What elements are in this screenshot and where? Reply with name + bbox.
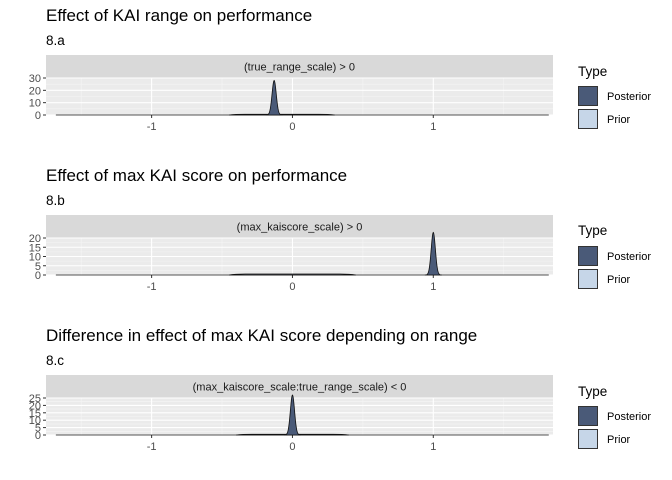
x-tick-label: 1 (430, 441, 436, 453)
legend-label-prior: Prior (607, 114, 631, 126)
posterior-density (265, 79, 283, 116)
legend-key-posterior (578, 406, 598, 426)
posterior-density (283, 394, 301, 436)
y-tick-label: 10 (29, 415, 41, 427)
x-tick-label: 1 (430, 281, 436, 293)
y-tick-label: 20 (29, 400, 41, 412)
x-tick-label: 0 (289, 441, 295, 453)
y-tick-label: 0 (35, 270, 41, 282)
x-tick-label: -1 (147, 281, 157, 293)
y-tick-label: 0 (35, 110, 41, 122)
chart-title: Difference in effect of max KAI score de… (46, 326, 478, 345)
legend-key-prior (578, 109, 598, 129)
y-tick-label: 0 (35, 430, 41, 442)
legend-title: Type (578, 223, 608, 238)
posterior-density (424, 231, 442, 276)
facet-strip (46, 215, 553, 238)
chart-panel-b: Effect of max KAI score on performance 8… (0, 160, 672, 320)
chart-subtitle: 8.a (46, 33, 65, 48)
legend-key-prior (578, 269, 598, 289)
y-tick-label: 30 (29, 73, 41, 85)
chart-subtitle: 8.b (46, 193, 65, 208)
y-tick-label: 15 (29, 242, 41, 254)
x-tick-label: -1 (147, 441, 157, 453)
legend-key-posterior (578, 86, 598, 106)
y-tick-label: 10 (29, 98, 41, 110)
y-tick-label: 5 (35, 261, 41, 273)
chart-panel-a: Effect of KAI range on performance 8.a (… (0, 0, 672, 160)
chart-subtitle: 8.c (46, 353, 65, 368)
legend-key-prior (578, 429, 598, 449)
facet-strip (46, 375, 553, 398)
y-tick-label: 20 (29, 85, 41, 97)
facet-label: (true_range_scale) > 0 (244, 62, 355, 74)
y-tick-label: 5 (35, 423, 41, 435)
facet-label: (max_kaiscore_scale) > 0 (237, 222, 363, 234)
legend-title: Type (578, 384, 608, 399)
y-tick-label: 25 (29, 393, 41, 405)
legend-key-posterior (578, 246, 598, 266)
legend-label-posterior: Posterior (607, 91, 652, 103)
legend-label-prior: Prior (607, 434, 631, 446)
chart-panel-c: Difference in effect of max KAI score de… (0, 320, 672, 480)
legend-title: Type (578, 64, 608, 79)
legend-label-posterior: Posterior (607, 411, 652, 423)
chart-title: Effect of max KAI score on performance (46, 166, 348, 185)
y-tick-label: 15 (29, 408, 41, 420)
legend-label-prior: Prior (607, 274, 631, 286)
facet-strip (46, 55, 553, 78)
x-tick-label: 1 (430, 121, 436, 133)
x-tick-label: -1 (147, 121, 157, 133)
x-tick-label: 0 (289, 121, 295, 133)
chart-title: Effect of KAI range on performance (46, 6, 313, 25)
legend-label-posterior: Posterior (607, 251, 652, 263)
y-tick-label: 10 (29, 252, 41, 264)
x-tick-label: 0 (289, 281, 295, 293)
facet-label: (max_kaiscore_scale:true_range_scale) < … (193, 382, 407, 394)
density-plot-c: (max_kaiscore_scale:true_range_scale) < … (29, 375, 553, 453)
y-tick-label: 20 (29, 233, 41, 245)
prior-density (229, 273, 356, 276)
